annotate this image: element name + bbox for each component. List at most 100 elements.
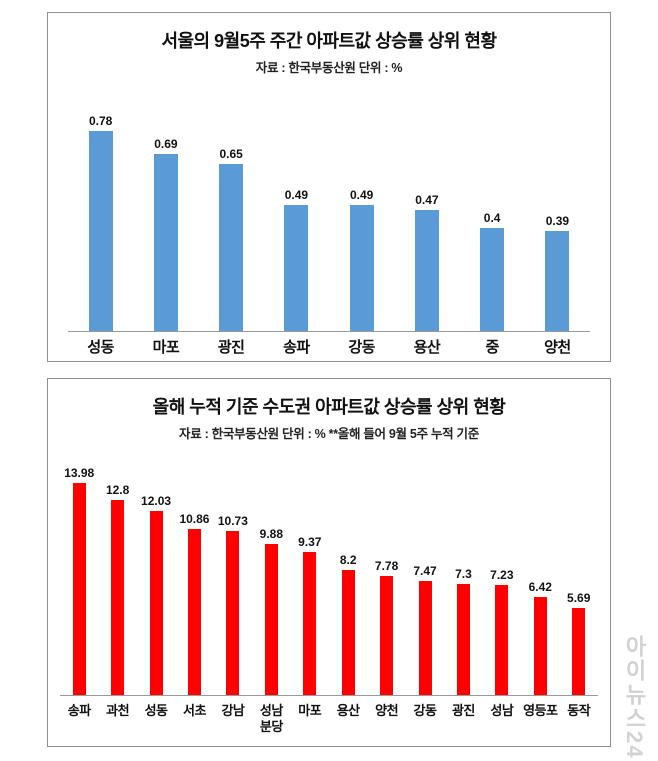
category-label: 용산 [413, 339, 441, 356]
bar-column: 8.2 [329, 466, 367, 695]
category-label: 강남 [221, 703, 245, 718]
bar [88, 130, 113, 331]
bar [341, 569, 355, 695]
category-label: 강동 [413, 703, 437, 718]
bar [380, 576, 394, 695]
bar-column: 7.3 [444, 466, 482, 695]
bar-value-label: 0.39 [545, 213, 570, 228]
bar-value-label: 10.73 [217, 514, 248, 529]
category-label: 광진 [217, 339, 245, 356]
bar-value-label: 7.78 [374, 559, 399, 574]
category-label: 성동 [144, 703, 168, 718]
bar [303, 551, 317, 695]
bar-value-label: 9.37 [298, 534, 322, 549]
category-label: 마포 [152, 339, 180, 356]
category-label: 양천 [375, 703, 399, 718]
bar-column: 0.49 [329, 100, 394, 331]
bar-column: 5.69 [559, 466, 597, 695]
bar-column: 0.4 [460, 100, 525, 331]
bar-column: 12.8 [98, 466, 136, 695]
bar-column: 10.73 [214, 466, 252, 695]
category-label: 용산 [336, 703, 360, 718]
category-label: 영등포 [523, 703, 558, 718]
bar-column: 6.42 [521, 466, 559, 695]
bar-value-label: 0.4 [483, 211, 501, 226]
bar [149, 511, 163, 695]
bar-column: 0.49 [264, 100, 329, 331]
bar [572, 608, 586, 695]
bar-value-label: 7.3 [455, 566, 472, 581]
category-label: 송파 [67, 703, 91, 718]
bar-column: 9.37 [291, 466, 329, 695]
bar [226, 531, 240, 695]
category-label: 서초 [183, 703, 206, 718]
category-label: 성동 [87, 339, 114, 356]
bar [480, 228, 505, 331]
bar [456, 583, 470, 695]
category-label: 성남 [490, 703, 514, 718]
bar-column: 12.03 [137, 466, 175, 695]
bar-column: 10.86 [175, 466, 213, 695]
bar [284, 205, 309, 331]
bar [111, 499, 125, 695]
bar-value-label: 0.65 [219, 147, 243, 162]
bar-column: 9.88 [252, 466, 290, 695]
bar-value-label: 0.69 [154, 136, 178, 151]
category-label: 양천 [544, 339, 571, 356]
category-label: 마포 [298, 703, 322, 718]
bar-column: 7.47 [406, 466, 444, 695]
bar-column: 0.47 [394, 100, 459, 331]
chart-box-seoul-weekly: 서울의 9월5주 주간 아파트값 상승률 상위 현황 자료 : 한국부동산원 단… [47, 12, 611, 362]
bar-value-label: 9.88 [259, 527, 283, 542]
chart-title: 서울의 9월5주 주간 아파트값 상승률 상위 현황 [161, 31, 497, 51]
bar-value-label: 0.47 [415, 193, 439, 208]
chart-title: 올해 누적 기준 수도권 아파트값 상승률 상위 현황 [152, 397, 506, 417]
bar-column: 13.98 [60, 466, 98, 695]
category-label: 과천 [106, 703, 130, 718]
category-label: 성남 분당 [259, 703, 283, 735]
category-label: 동작 [567, 703, 591, 718]
bar-column: 0.69 [133, 100, 198, 331]
bar [349, 205, 374, 331]
bar-value-label: 7.47 [413, 563, 437, 578]
bar-value-label: 8.2 [339, 552, 357, 567]
bar-value-label: 10.86 [179, 512, 210, 527]
bar [187, 529, 201, 695]
bar-value-label: 0.78 [88, 113, 113, 128]
bar-plot-weekly: 0.78 0.69 0.65 0.49 0.49 0.47 0.4 0.39 [68, 82, 590, 332]
category-label: 강동 [348, 339, 375, 356]
category-label: 송파 [283, 339, 310, 356]
bar-value-label: 13.98 [64, 466, 95, 480]
bar [414, 210, 439, 331]
bar-plot-cumulative: 13.98 12.8 12.03 10.86 10.73 9.88 9.37 8.2 7.78 7… [60, 448, 598, 696]
bar-column: 0.39 [525, 100, 590, 331]
category-label: 광진 [451, 703, 475, 718]
bar-column: 7.23 [483, 466, 521, 695]
bar [495, 584, 509, 695]
bar [219, 164, 244, 331]
bar [533, 597, 547, 695]
bar-value-label: 0.49 [284, 188, 309, 203]
bar-value-label: 0.49 [349, 188, 374, 203]
watermark: 아이뉴스24 [622, 634, 647, 759]
bar-column: 7.78 [367, 466, 405, 695]
bar [545, 230, 570, 331]
bar-value-label: 7.23 [490, 567, 514, 582]
category-axis-cumulative: 송파 과천 성동 서초 강남 성남 분당 마포 용산 양천 강동 광진 성남 영등포 동작 [60, 696, 598, 736]
chart-box-cumulative: 올해 누적 기준 수도권 아파트값 상승률 상위 현황 자료 : 한국부동산원 … [47, 378, 611, 747]
category-axis-weekly: 성동 마포 광진 송파 강동 용산 중 양천 [68, 332, 590, 358]
bar-column: 0.78 [68, 100, 133, 331]
bar [72, 483, 86, 695]
category-label: 중 [485, 339, 499, 356]
bar [418, 580, 432, 695]
bar-value-label: 12.03 [141, 494, 172, 509]
bar-value-label: 12.8 [105, 482, 130, 497]
chart-subtitle: 자료 : 한국부동산원 단위 : % [255, 61, 403, 75]
bar [264, 544, 278, 695]
bar-value-label: 5.69 [567, 591, 591, 606]
chart-subtitle: 자료 : 한국부동산원 단위 : % **올해 들어 9월 5주 누적 기준 [179, 427, 479, 441]
bar-value-label: 6.42 [528, 580, 552, 594]
bar [153, 153, 178, 331]
bar-column: 0.65 [199, 100, 264, 331]
